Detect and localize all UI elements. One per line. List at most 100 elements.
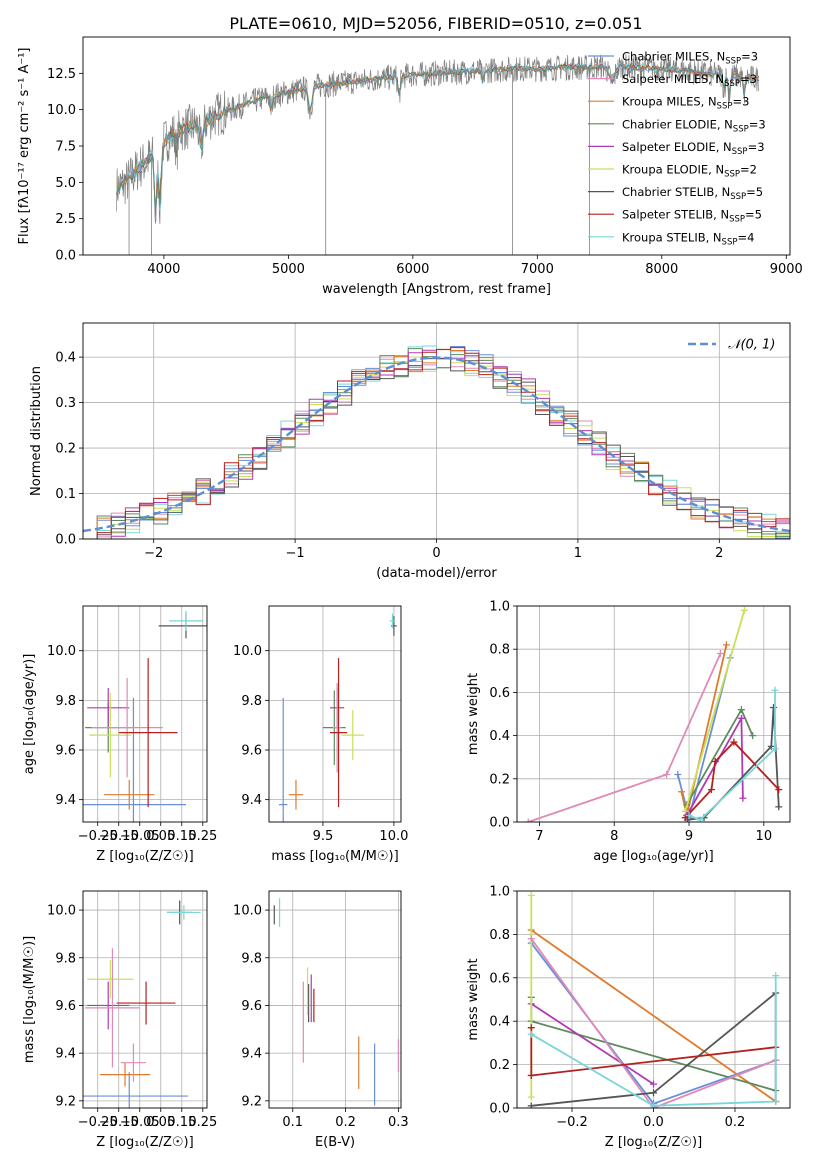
x-tick-label: 0.2 (335, 1115, 356, 1130)
x-tick-label: 0.15 (167, 1115, 196, 1130)
x-tick-label: 0.1 (282, 1115, 303, 1130)
y-axis-label: mass [log₁₀(M/M☉)] (22, 936, 37, 1063)
weight-series-line (684, 610, 746, 812)
x-tick-label: −2 (144, 546, 163, 561)
spectrum-lines (115, 54, 760, 255)
y-axis-label: mass weight (466, 673, 481, 755)
weight-series-line (530, 1003, 654, 1085)
y-tick-label: 9.6 (241, 744, 262, 759)
legend-label: 𝒩(0, 1) (728, 338, 775, 353)
weight-point-marker (775, 786, 783, 794)
y-tick-label: 9.2 (55, 1094, 76, 1109)
y-tick-label: 9.4 (55, 793, 76, 808)
x-tick-label: 7000 (521, 262, 554, 277)
x-axis-label: E(B-V) (315, 1135, 355, 1150)
y-tick-label: 0.6 (489, 686, 510, 701)
x-tick-label: 7 (535, 829, 543, 844)
y-tick-label: 0.4 (55, 351, 76, 366)
weight-series-line (530, 975, 777, 1107)
x-tick-label: 1 (574, 546, 582, 561)
weight-point-marker (716, 650, 724, 658)
y-tick-label: 10.0 (233, 644, 262, 659)
y-tick-label: 10.0 (47, 644, 76, 659)
y-tick-label: 12.5 (47, 67, 76, 82)
x-tick-label: 0.05 (146, 1115, 175, 1130)
y-tick-label: 9.4 (241, 1047, 262, 1062)
panels: 4000 5000 6000 7000 8000 90000.02.55.07.510.0… (17, 36, 803, 1150)
y-tick-label: 2.5 (55, 212, 76, 227)
errorbars (83, 610, 207, 822)
weight-point-marker (678, 788, 686, 796)
weight-series-line (688, 690, 776, 821)
errorbars (273, 898, 399, 1106)
weight-point-marker (775, 803, 783, 811)
mass-vs-reddening-panel: 0.1 0.2 0.3 9.2 9.4 9.6 9.8 10.0 E(B-V) (233, 890, 409, 1150)
weight-point-marker (771, 745, 779, 753)
residuals-panel: −2 −1 0 1 2 0.0 0.1 0.2 0.3 0.4 (data-model)/error… (29, 322, 791, 581)
weight-series-line (530, 938, 777, 1108)
x-tick-label: 0.3 (388, 1115, 409, 1130)
y-axis-label: mass weight (466, 958, 481, 1040)
x-tick-label: 0.25 (188, 829, 217, 844)
figure-title: PLATE=0610, MJD=52056, FIBERID=0510, z=0… (229, 14, 642, 33)
y-tick-label: 10.0 (47, 103, 76, 118)
y-tick-label: 9.2 (241, 1094, 262, 1109)
x-tick-label: 2 (715, 546, 723, 561)
y-tick-label: 0.6 (489, 971, 510, 986)
y-tick-label: 0.3 (55, 396, 76, 411)
y-tick-label: 0.0 (489, 816, 510, 831)
x-tick-label: −0.05 (120, 1115, 160, 1130)
weight-point-marker (527, 935, 535, 943)
y-tick-label: 9.6 (55, 744, 76, 759)
weight-point-marker (730, 738, 738, 746)
weight-point-marker (767, 742, 775, 750)
legend-label: Chabrier MILES, NSSP=3 (622, 50, 758, 67)
errorbars (83, 900, 201, 1108)
y-tick-label: 0.8 (489, 643, 510, 658)
weight-point-marker (650, 1102, 657, 1108)
weight-point-marker (527, 1071, 535, 1079)
y-tick-label: 1.0 (489, 600, 510, 615)
x-tick-label: 0.25 (188, 1115, 217, 1130)
axes-frame (82, 322, 791, 540)
x-tick-label: 0.2 (725, 1115, 746, 1130)
age-vs-mass-panel: 9.5 10.0 9.4 9.6 9.8 10.0 mass [log₁₀(M/M☉)] (233, 605, 408, 864)
axes-frame (82, 605, 208, 823)
x-tick-label: −0.2 (556, 1115, 588, 1130)
weight-lines (524, 606, 783, 822)
y-tick-label: 9.6 (241, 999, 262, 1014)
x-tick-label: 6000 (396, 262, 429, 277)
y-tick-label: 0.0 (55, 249, 76, 264)
weight-point-marker (772, 972, 780, 980)
weight-point-marker (650, 1080, 657, 1088)
y-tick-label: 0.2 (55, 442, 76, 457)
legend-label: Salpeter ELODIE, NSSP=3 (622, 140, 765, 157)
spectrum-panel: 4000 5000 6000 7000 8000 9000 0.0 2.5 5.0 7.5 10.0… (17, 36, 803, 297)
y-tick-label: 0.0 (489, 1102, 510, 1117)
weight-point-marker (771, 686, 779, 694)
y-tick-label: 9.6 (55, 999, 76, 1014)
x-tick-label: 10 (756, 829, 773, 844)
legend-label: Salpeter STELIB, NSSP=5 (622, 208, 762, 225)
weight-point-marker (527, 1024, 535, 1032)
axes-frame (268, 890, 402, 1109)
histogram-steps (83, 345, 790, 539)
weight-point-marker (527, 1030, 535, 1038)
x-tick-label: 5000 (272, 262, 305, 277)
axes-frame (82, 890, 208, 1109)
x-axis-label: Z [log₁₀(Z/Z☉)] (96, 1135, 193, 1150)
x-tick-label: 0.0 (643, 1115, 664, 1130)
x-axis-label: age [log₁₀(age/yr)] (593, 849, 714, 864)
y-tick-label: 5.0 (55, 176, 76, 191)
weight-point-marker (740, 606, 748, 614)
weight-point-marker (524, 818, 532, 822)
y-tick-label: 9.4 (241, 793, 262, 808)
normal-curve-line (83, 356, 790, 533)
legend-label: Kroupa MILES, NSSP=3 (622, 95, 749, 112)
x-tick-label: −1 (286, 546, 305, 561)
axes-frame (268, 605, 402, 823)
weight-point-marker (707, 786, 715, 794)
y-tick-label: 0.8 (489, 928, 510, 943)
